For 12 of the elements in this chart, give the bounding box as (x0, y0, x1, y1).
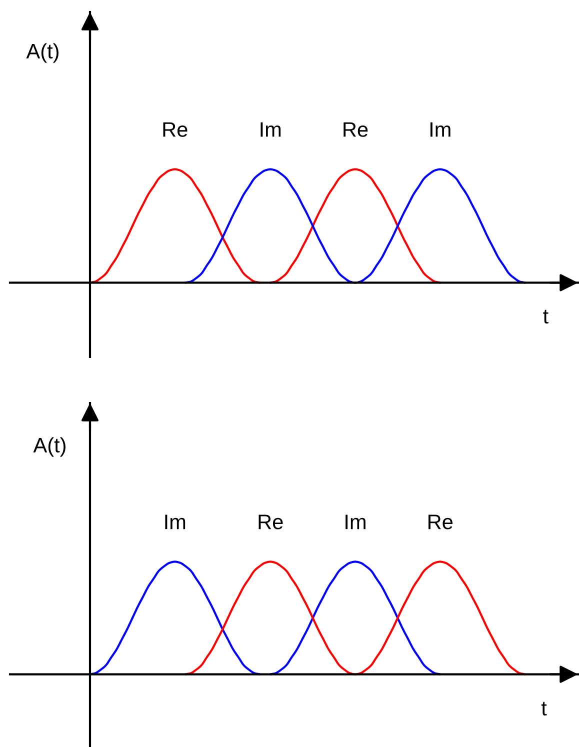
series-label: Re (258, 514, 283, 530)
y-axis-title: A(t) (33, 437, 66, 457)
text: Im (430, 122, 450, 137)
x-axis-title: t (543, 310, 548, 324)
y-axis-title: A(t) (26, 43, 58, 63)
series-label: Im (346, 514, 366, 530)
text: Re (428, 514, 453, 530)
series-label: Re (163, 122, 188, 137)
series-label: Im (260, 122, 281, 137)
text: Im (165, 514, 186, 530)
text: Re (344, 122, 368, 137)
x-axis-title: t (541, 702, 547, 716)
